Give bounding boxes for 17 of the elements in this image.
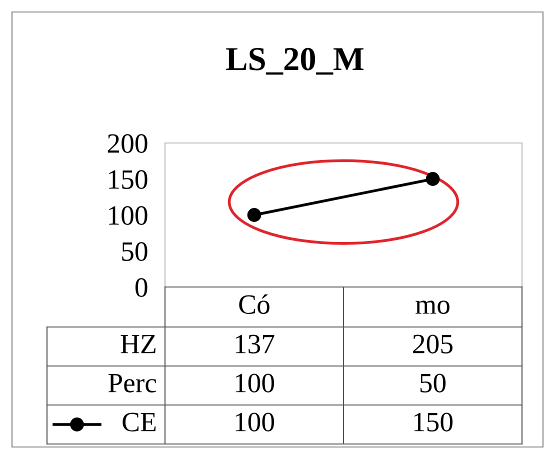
text: 50 bbox=[420, 374, 446, 392]
y-tick-label: 150 bbox=[109, 170, 148, 189]
text: Perc bbox=[108, 374, 156, 392]
data-label: 150 bbox=[414, 412, 453, 432]
text: HZ bbox=[120, 334, 156, 354]
x-tick-label: Có bbox=[239, 294, 270, 314]
y-tick-label: 100 bbox=[109, 206, 148, 225]
y-tick-label: 0 bbox=[136, 278, 148, 297]
text: 205 bbox=[413, 334, 452, 354]
legend-label: CE bbox=[122, 412, 156, 432]
x-tick-label: mo bbox=[416, 300, 450, 314]
text: 100 bbox=[236, 374, 274, 392]
y-tick-label: 50 bbox=[122, 242, 148, 261]
text: 137 bbox=[236, 334, 274, 354]
data-label: 100 bbox=[236, 412, 274, 432]
y-tick-label: 200 bbox=[108, 134, 148, 153]
chart-title: LS_20_M bbox=[226, 48, 364, 75]
